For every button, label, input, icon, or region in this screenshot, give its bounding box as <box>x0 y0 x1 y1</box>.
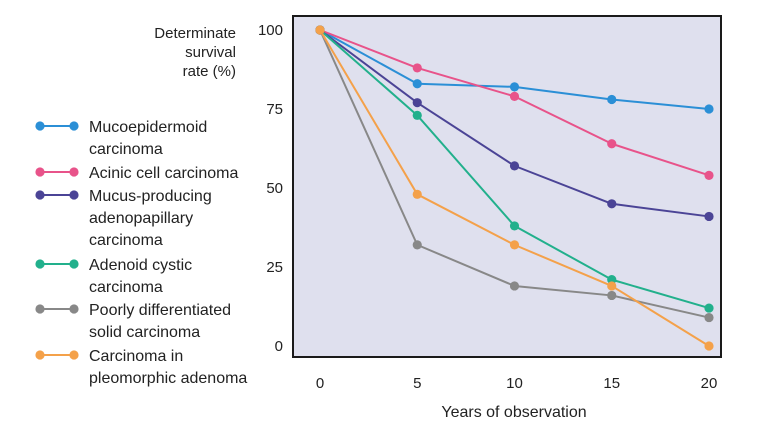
x-tick-label: 5 <box>413 375 421 392</box>
series-lines <box>315 25 714 351</box>
legend-label: adenopapillary <box>89 210 193 227</box>
legend-label: solid carcinoma <box>89 324 200 341</box>
data-point <box>509 281 520 291</box>
y-tick-label: 75 <box>266 101 283 118</box>
data-point <box>412 110 422 120</box>
y-axis-label-line: survival <box>185 44 236 61</box>
data-point <box>607 281 617 291</box>
legend: Mucoepidermoid carcinoma Acinic cell carci… <box>35 119 247 387</box>
data-point <box>412 79 422 89</box>
legend-label: carcinoma <box>89 232 163 249</box>
data-point <box>509 161 520 171</box>
legend-marker <box>35 350 45 360</box>
legend-label: Mucus-producing <box>89 188 212 205</box>
data-point <box>607 139 617 149</box>
legend-marker <box>35 121 45 131</box>
y-tick-label: 50 <box>266 180 283 197</box>
data-point <box>607 290 617 301</box>
data-point <box>412 240 422 250</box>
data-point <box>607 275 617 285</box>
legend-label: carcinoma <box>89 141 163 158</box>
y-tick-label: 25 <box>266 259 283 276</box>
data-point <box>509 91 520 101</box>
legend-label: Carcinoma in <box>89 348 183 365</box>
legend-marker <box>35 304 45 314</box>
x-axis-ticks: 0 5 10 15 20 <box>316 375 718 392</box>
legend-marker <box>69 259 79 269</box>
legend-label: Poorly differentiated <box>89 302 231 319</box>
data-point <box>704 312 714 323</box>
data-point <box>704 303 714 313</box>
plot-area <box>292 15 722 358</box>
legend-marker <box>69 350 79 360</box>
data-point <box>315 25 325 35</box>
legend-label: Acinic cell carcinoma <box>89 165 238 182</box>
legend-marker <box>35 259 45 269</box>
legend-label: pleomorphic adenoma <box>89 370 247 387</box>
legend-marker <box>69 190 79 200</box>
data-point <box>704 211 714 222</box>
y-axis-ticks: 0 25 50 75 100 <box>258 22 283 355</box>
legend-label: carcinoma <box>89 279 163 296</box>
data-point <box>704 341 714 351</box>
data-point <box>412 63 422 73</box>
x-tick-label: 20 <box>701 375 718 392</box>
data-point <box>509 240 520 250</box>
legend-label: Mucoepidermoid <box>89 119 207 136</box>
data-point <box>607 199 617 209</box>
data-point <box>704 170 714 180</box>
legend-marker <box>69 121 79 131</box>
x-tick-label: 10 <box>506 375 523 392</box>
x-axis-label: Years of observation <box>441 404 586 421</box>
legend-label: Adenoid cystic <box>89 257 192 274</box>
legend-marker <box>69 304 79 314</box>
legend-marker <box>69 167 79 177</box>
data-point <box>704 104 714 114</box>
data-point <box>509 82 520 92</box>
x-tick-label: 0 <box>316 375 324 392</box>
y-axis-label: Determinate survival rate (%) <box>154 25 236 80</box>
x-tick-label: 15 <box>603 375 620 392</box>
data-point <box>412 189 422 199</box>
legend-marker <box>35 190 45 200</box>
y-tick-label: 0 <box>275 338 283 355</box>
y-axis-label-line: rate (%) <box>183 63 236 80</box>
data-point <box>412 98 422 108</box>
y-axis-label-line: Determinate <box>154 25 236 42</box>
y-tick-label: 100 <box>258 22 283 39</box>
legend-marker <box>35 167 45 177</box>
data-point <box>607 94 617 105</box>
data-point <box>509 221 520 231</box>
